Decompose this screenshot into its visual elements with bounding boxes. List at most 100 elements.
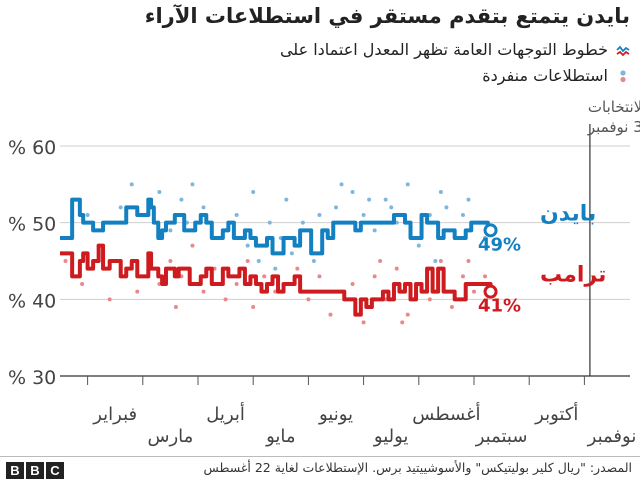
legend-trend-lines: خطوط التوجهات العامة تظهر المعدل اعتمادا… xyxy=(280,40,630,59)
biden-poll-dot xyxy=(201,205,206,210)
trend-lines-icon xyxy=(616,45,630,57)
trump-poll-dot xyxy=(405,312,410,317)
biden-poll-dot xyxy=(350,190,355,194)
trump-poll-dot xyxy=(262,274,267,279)
trump-poll-dot xyxy=(361,320,366,325)
biden-series-name: بايدن xyxy=(540,201,596,226)
biden-poll-dot xyxy=(118,205,123,210)
trump-trend-line xyxy=(60,243,493,317)
individual-polls-icon xyxy=(620,70,626,83)
biden-poll-dot xyxy=(284,197,289,202)
trump-poll-dot xyxy=(135,289,140,294)
trump-end-marker xyxy=(483,284,498,299)
trump-poll-dot xyxy=(80,282,85,286)
trump-poll-dot xyxy=(63,259,68,263)
biden-poll-dot xyxy=(416,243,421,248)
trump-poll-dot xyxy=(328,312,333,317)
trump-poll-dot xyxy=(460,274,465,279)
biden-poll-dot xyxy=(372,228,377,233)
month-label: أغسطس xyxy=(412,402,480,425)
y-tick-label: % 60 xyxy=(8,137,56,159)
trump-poll-dot xyxy=(449,305,454,309)
biden-poll-dot xyxy=(267,220,272,225)
trump-poll-dot xyxy=(201,289,206,294)
biden-value-label: 49% xyxy=(478,234,521,255)
trump-poll-dot xyxy=(306,297,311,302)
biden-poll-dot xyxy=(466,197,471,202)
trump-poll-dot xyxy=(317,274,322,279)
legend-polls-label: استطلاعات منفردة xyxy=(482,66,608,85)
trump-poll-dot xyxy=(466,259,471,263)
trend-lines xyxy=(60,197,493,317)
month-label: مارس xyxy=(148,426,194,447)
biden-poll-dot xyxy=(234,213,239,217)
y-tick-label: % 40 xyxy=(8,290,56,312)
trump-poll-dot xyxy=(251,305,256,309)
election-day-marker: يوم الانتخابات 3 نوفمبر xyxy=(587,98,640,376)
trump-poll-dot xyxy=(173,305,178,309)
biden-poll-dot xyxy=(405,182,410,187)
bbc-logo-letter: B xyxy=(26,462,44,479)
biden-poll-dot xyxy=(339,182,344,187)
trump-poll-dot xyxy=(438,259,443,263)
month-ticks: فبراير مارس أبريل مايو يونيو يوليوأغسطسسبتمبر… xyxy=(87,376,637,447)
trump-value-label: 41% xyxy=(478,296,521,317)
trump-poll-dot xyxy=(378,259,383,263)
biden-poll-dot xyxy=(438,190,443,194)
month-label: سبتمبر xyxy=(475,426,528,447)
trump-poll-dot xyxy=(295,266,300,271)
trump-poll-dots xyxy=(63,243,488,325)
trump-poll-dot xyxy=(234,282,239,286)
trump-poll-dot xyxy=(394,266,399,271)
y-tick-label: % 50 xyxy=(8,214,56,236)
biden-poll-dot xyxy=(129,182,134,187)
biden-poll-dot xyxy=(251,190,256,194)
month-label: نوفمبر xyxy=(587,426,637,447)
y-tick-label: % 30 xyxy=(8,367,56,389)
biden-poll-dot xyxy=(317,213,322,217)
biden-end-marker xyxy=(483,223,498,238)
biden-poll-dot xyxy=(256,259,261,263)
trump-poll-dot xyxy=(350,282,355,286)
biden-poll-dot xyxy=(334,205,338,210)
biden-poll-dot xyxy=(300,220,305,225)
biden-poll-dot xyxy=(433,259,438,263)
election-day-label: يوم الانتخابات xyxy=(588,98,640,116)
trump-poll-dot xyxy=(107,297,112,302)
biden-poll-dot xyxy=(311,259,316,263)
trump-poll-dot xyxy=(400,320,405,325)
biden-poll-dot xyxy=(389,205,394,210)
trump-poll-dot xyxy=(245,259,250,263)
month-label: يونيو xyxy=(318,404,353,425)
bbc-logo-letter: B xyxy=(6,462,24,479)
trump-series-name: ترامب xyxy=(540,263,606,288)
biden-trend-line xyxy=(60,197,491,256)
month-label: يوليو xyxy=(373,426,409,447)
biden-poll-dot xyxy=(245,243,250,248)
trump-poll-dot xyxy=(372,274,377,279)
election-date-label: 3 نوفمبر xyxy=(587,118,640,136)
trump-poll-dot xyxy=(427,297,432,302)
month-label: أكتوبر xyxy=(534,402,578,425)
chart-title: بايدن يتمتع بتقدم مستقر في استطلاعات الآ… xyxy=(144,4,630,28)
biden-poll-dot xyxy=(85,213,90,217)
biden-poll-dot xyxy=(460,213,465,217)
end-labels: بايدن 49% ترامب 41% xyxy=(478,201,606,316)
biden-poll-dot xyxy=(273,266,278,271)
trump-poll-dot xyxy=(483,274,488,279)
trump-poll-dot xyxy=(472,289,476,294)
biden-poll-dot xyxy=(157,190,162,194)
poll-chart: % 30 % 40 % 50 % 60 فبراير مارس أبريل مايو يوني… xyxy=(8,98,640,447)
biden-poll-dot xyxy=(361,213,366,217)
biden-poll-dot xyxy=(383,197,388,202)
source-text: المصدر: "ريال كلير بوليتيكس" والأسوشييتي… xyxy=(203,460,632,475)
biden-poll-dot xyxy=(179,197,184,202)
biden-poll-dot xyxy=(367,197,372,202)
trump-poll-dot xyxy=(168,259,173,263)
biden-poll-dot xyxy=(444,205,449,210)
trump-poll-dot xyxy=(190,243,195,248)
biden-poll-dot xyxy=(168,228,173,233)
legend-individual-polls: استطلاعات منفردة xyxy=(482,66,630,85)
